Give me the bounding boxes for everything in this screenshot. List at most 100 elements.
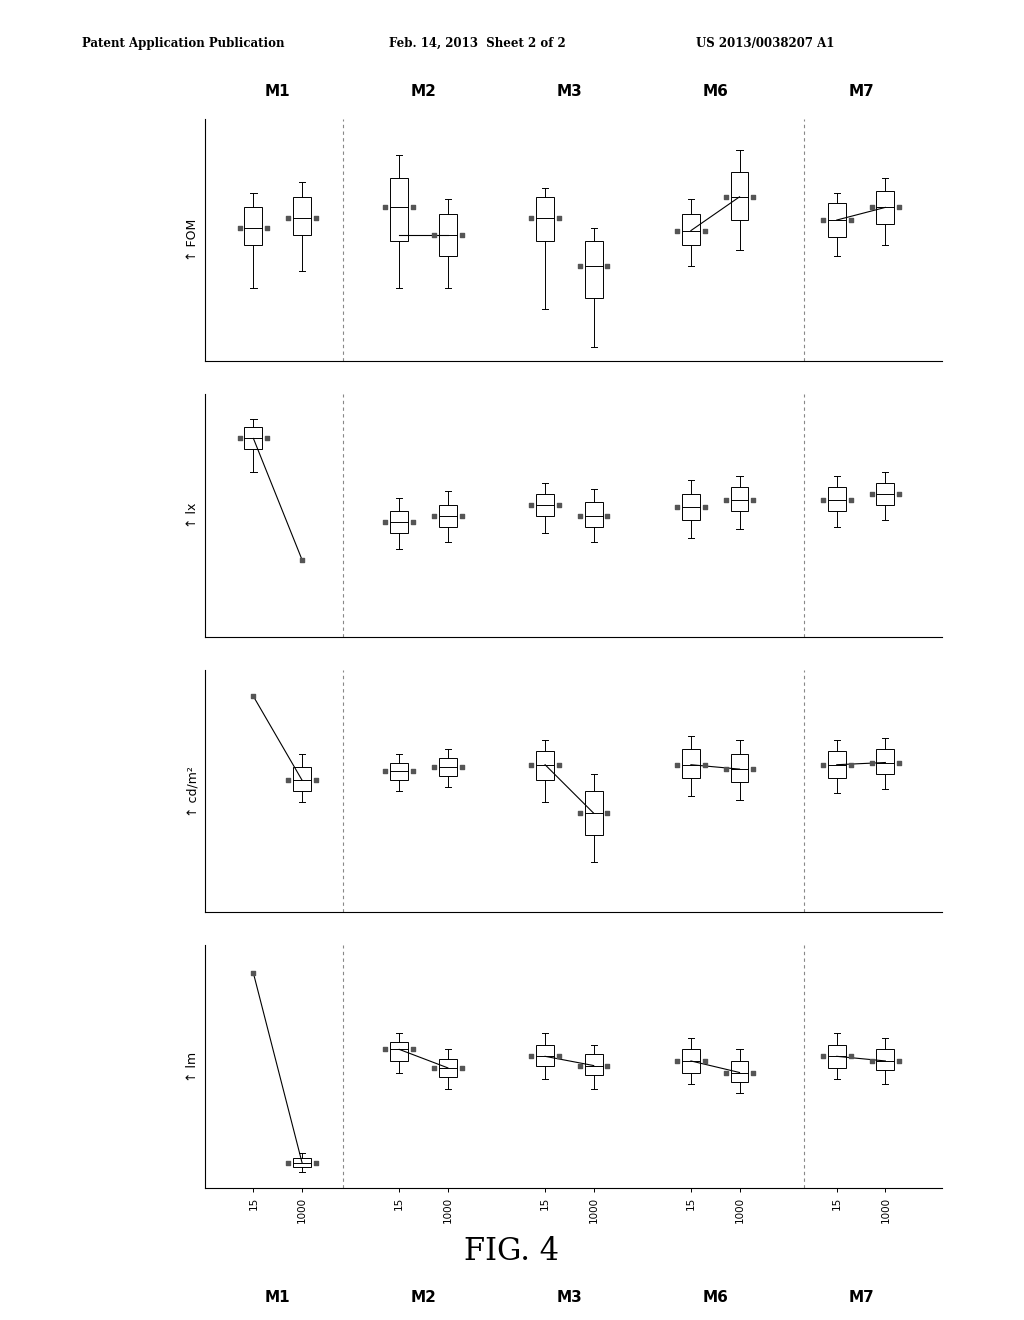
Point: [454, 224, 470, 246]
Point: [280, 207, 296, 228]
Point: [404, 760, 421, 781]
Bar: [827, 751, 846, 777]
Bar: [245, 207, 262, 246]
Text: M6: M6: [702, 84, 728, 99]
Point: [863, 1051, 880, 1072]
Y-axis label: ↑ FOM: ↑ FOM: [186, 219, 200, 261]
Point: [863, 483, 880, 504]
Bar: [682, 214, 699, 246]
Bar: [439, 1059, 457, 1077]
Bar: [730, 487, 749, 511]
Bar: [877, 483, 894, 504]
Text: FIG. 4: FIG. 4: [465, 1237, 559, 1267]
Point: [571, 256, 588, 277]
Point: [669, 1051, 685, 1072]
Point: [718, 490, 734, 511]
Point: [377, 760, 393, 781]
Point: [843, 754, 859, 775]
Point: [891, 197, 907, 218]
Point: [259, 218, 275, 239]
Bar: [585, 242, 602, 298]
Point: [863, 752, 880, 774]
Text: M7: M7: [848, 1290, 873, 1305]
Text: Feb. 14, 2013  Sheet 2 of 2: Feb. 14, 2013 Sheet 2 of 2: [389, 37, 566, 50]
Point: [718, 1061, 734, 1082]
Point: [745, 759, 762, 780]
Point: [696, 496, 713, 517]
Point: [599, 506, 615, 527]
Point: [551, 494, 567, 515]
Bar: [827, 1045, 846, 1068]
Bar: [827, 487, 846, 511]
Text: M2: M2: [411, 84, 436, 99]
Point: [245, 686, 261, 708]
Text: M6: M6: [702, 1290, 728, 1305]
Point: [599, 256, 615, 277]
Bar: [877, 1049, 894, 1071]
Point: [571, 803, 588, 824]
Text: M3: M3: [556, 84, 583, 99]
Point: [599, 803, 615, 824]
Text: M7: M7: [848, 84, 873, 99]
Point: [523, 494, 540, 515]
Bar: [682, 1049, 699, 1072]
Bar: [245, 428, 262, 450]
Bar: [439, 504, 457, 527]
Text: M1: M1: [265, 84, 291, 99]
Point: [231, 428, 248, 449]
Bar: [730, 1061, 749, 1082]
Point: [669, 496, 685, 517]
Bar: [390, 1043, 409, 1061]
Point: [718, 759, 734, 780]
Point: [454, 756, 470, 777]
Text: M3: M3: [556, 1290, 583, 1305]
Point: [280, 1152, 296, 1173]
Text: Patent Application Publication: Patent Application Publication: [82, 37, 285, 50]
Point: [307, 770, 324, 791]
Point: [523, 754, 540, 775]
Point: [523, 1045, 540, 1067]
Bar: [537, 494, 554, 516]
Point: [454, 1057, 470, 1078]
Bar: [439, 214, 457, 256]
Point: [891, 752, 907, 774]
Point: [454, 506, 470, 527]
Bar: [293, 197, 311, 235]
Point: [426, 506, 442, 527]
Point: [863, 197, 880, 218]
Point: [815, 754, 831, 775]
Point: [551, 207, 567, 228]
Point: [280, 770, 296, 791]
Bar: [877, 190, 894, 224]
Point: [377, 1039, 393, 1060]
Point: [404, 512, 421, 533]
Point: [404, 197, 421, 218]
Point: [523, 207, 540, 228]
Point: [571, 1055, 588, 1076]
Point: [551, 754, 567, 775]
Point: [245, 962, 261, 983]
Point: [696, 1051, 713, 1072]
Point: [307, 207, 324, 228]
Bar: [537, 1045, 554, 1065]
Point: [404, 1039, 421, 1060]
Point: [745, 186, 762, 207]
Bar: [293, 1158, 311, 1167]
Bar: [682, 494, 699, 520]
Point: [307, 1152, 324, 1173]
Bar: [827, 203, 846, 236]
Point: [669, 220, 685, 242]
Point: [718, 186, 734, 207]
Bar: [390, 178, 409, 242]
Y-axis label: ↑ lx: ↑ lx: [186, 503, 200, 528]
Text: M1: M1: [265, 1290, 291, 1305]
Bar: [585, 1053, 602, 1074]
Bar: [293, 767, 311, 791]
Text: M2: M2: [411, 1290, 436, 1305]
Point: [294, 549, 310, 570]
Point: [426, 224, 442, 246]
Bar: [682, 750, 699, 777]
Point: [571, 506, 588, 527]
Bar: [439, 758, 457, 776]
Point: [843, 490, 859, 511]
